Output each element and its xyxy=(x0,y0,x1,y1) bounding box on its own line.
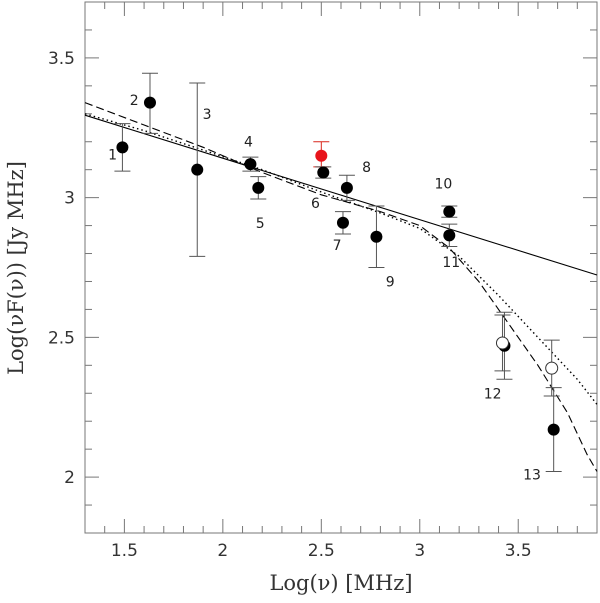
point-label: 13 xyxy=(523,467,541,483)
curve-curved-dashed xyxy=(84,102,598,472)
x-tick-label: 2 xyxy=(217,541,228,561)
data-point-open xyxy=(495,336,509,350)
point-label: 5 xyxy=(256,216,265,232)
data-point xyxy=(547,423,560,436)
data-point-open xyxy=(545,361,559,375)
data-point xyxy=(370,230,383,243)
data-point xyxy=(116,141,129,154)
x-tick-label: 3 xyxy=(414,541,425,561)
x-tick-label: 3.5 xyxy=(505,541,532,561)
point-label: 1 xyxy=(108,147,117,163)
point-label: 7 xyxy=(333,238,342,254)
data-point xyxy=(143,96,156,109)
data-point xyxy=(443,205,456,218)
data-point-red xyxy=(315,149,328,162)
point-label: 12 xyxy=(484,386,502,402)
point-label: 8 xyxy=(362,160,371,176)
plot-frame xyxy=(84,1,598,534)
curve-power-law xyxy=(84,114,598,276)
data-points xyxy=(116,96,560,436)
x-axis-title: Log(ν) [MHz] xyxy=(269,571,412,595)
data-point xyxy=(244,158,257,171)
data-point xyxy=(191,163,204,176)
model-curves xyxy=(84,102,598,472)
data-point xyxy=(317,166,330,179)
x-tick-label: 2.5 xyxy=(308,541,335,561)
point-label: 10 xyxy=(434,177,452,193)
data-point xyxy=(336,216,349,229)
data-point xyxy=(443,229,456,242)
y-tick-label: 3.5 xyxy=(48,49,75,69)
axis-tick-labels: 1.5 2 2.5 3 3.5 2 2.5 3 3.5 xyxy=(48,49,532,561)
point-label: 3 xyxy=(203,107,212,123)
error-bars xyxy=(114,72,562,473)
y-axis-title: Log(νF(ν)) [Jy MHz] xyxy=(4,161,28,375)
y-tick-label: 3 xyxy=(64,189,75,209)
axis-ticks xyxy=(84,1,598,534)
x-tick-label: 1.5 xyxy=(111,541,138,561)
point-label: 6 xyxy=(311,196,320,212)
data-point xyxy=(340,181,353,194)
point-label: 9 xyxy=(386,274,395,290)
y-tick-label: 2 xyxy=(64,468,75,488)
point-label: 11 xyxy=(442,255,460,271)
point-label: 2 xyxy=(130,93,139,109)
data-point xyxy=(252,181,265,194)
y-tick-label: 2.5 xyxy=(48,328,75,348)
curve-curved-dotted xyxy=(84,113,598,405)
point-label: 4 xyxy=(244,135,253,151)
